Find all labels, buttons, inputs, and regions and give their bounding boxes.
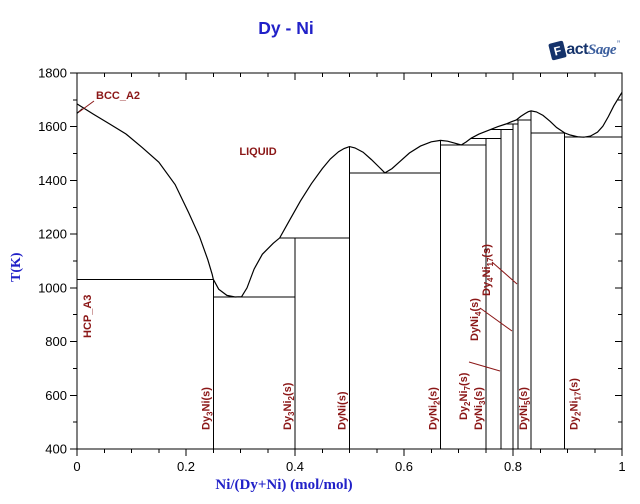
compound-label: Dy4Ni17(s) xyxy=(481,244,495,296)
y-tick-label: 1200 xyxy=(38,227,67,242)
compound-label: DyNi4(s) xyxy=(469,298,483,341)
liquidus-curve xyxy=(76,91,623,298)
factsage-logo-trademark: ” xyxy=(617,39,620,49)
x-tick-label: 0.8 xyxy=(504,459,522,474)
compound-label: DyNi5(s) xyxy=(518,387,532,430)
x-tick-label: 0.6 xyxy=(395,459,413,474)
y-tick-label: 1600 xyxy=(38,119,67,134)
compound-label: Dy2Ni17(s) xyxy=(569,378,583,430)
compound-label: DyNi2(s) xyxy=(427,387,441,430)
y-tick-label: 600 xyxy=(45,388,67,403)
chart-title: Dy - Ni xyxy=(258,18,314,38)
y-tick-label: 800 xyxy=(45,334,67,349)
compound-label: Dy3Ni2(s) xyxy=(282,382,296,430)
phase-label: LIQUID xyxy=(239,146,276,158)
phase-label: HCP_A3 xyxy=(82,295,94,338)
leader-line xyxy=(468,361,501,372)
x-tick-label: 0.2 xyxy=(177,459,195,474)
x-tick-label: 0 xyxy=(73,459,80,474)
y-axis-label: T(K) xyxy=(9,252,24,282)
compound-label: Dy2Ni7(s) xyxy=(458,372,472,420)
leader-line xyxy=(78,100,95,113)
y-tick-label: 1000 xyxy=(38,280,67,295)
factsage-logo-text-bold: act xyxy=(566,41,588,58)
compound-label: DyNi(s) xyxy=(337,391,349,430)
y-tick-label: 1800 xyxy=(38,66,67,81)
y-tick-label: 400 xyxy=(45,442,67,457)
leader-line xyxy=(491,261,518,285)
factsage-logo-text-light: Sage xyxy=(588,41,617,58)
y-tick-label: 1400 xyxy=(38,173,67,188)
x-tick-label: 1 xyxy=(618,459,625,474)
compound-label: DyNi3(s) xyxy=(473,387,487,430)
x-axis-label: Ni/(Dy+Ni) (mol/mol) xyxy=(215,477,352,493)
leader-line xyxy=(479,307,513,332)
x-tick-label: 0.4 xyxy=(286,459,304,474)
compound-label: Dy3Ni(s) xyxy=(200,387,214,430)
phase-label: BCC_A2 xyxy=(96,90,140,102)
